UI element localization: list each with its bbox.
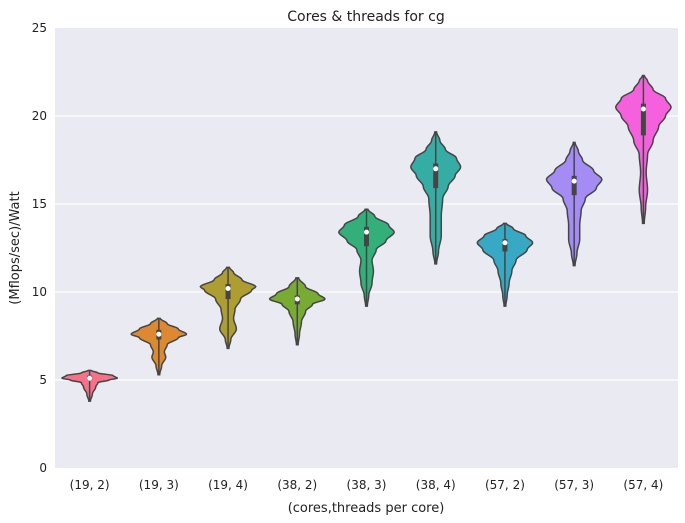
y-tick-label: 20 xyxy=(32,109,47,123)
y-tick-label: 5 xyxy=(39,373,47,387)
x-tick-labels: (19, 2) (19, 3) (19, 4) (38, 2) (38, 3) (38, … xyxy=(70,478,664,492)
x-tick-label: (57, 4) xyxy=(623,478,663,492)
y-tick-labels: 0 5 10 15 20 25 xyxy=(32,21,47,475)
y-axis-label: (Mflops/sec)/Watt xyxy=(8,191,23,304)
x-axis-label: (cores,threads per core) xyxy=(288,501,445,516)
violin-median xyxy=(640,106,646,112)
violin-median xyxy=(364,229,369,235)
violin-median xyxy=(225,285,231,291)
y-tick-label: 25 xyxy=(32,21,47,35)
x-tick-label: (19, 4) xyxy=(208,478,248,492)
chart-title: Cores & threads for cg xyxy=(287,9,444,25)
violin-median xyxy=(156,331,162,337)
x-tick-label: (19, 3) xyxy=(139,478,179,492)
y-tick-label: 10 xyxy=(32,285,47,299)
violin-median xyxy=(87,375,93,381)
violins xyxy=(61,74,672,402)
x-tick-label: (38, 4) xyxy=(416,478,456,492)
y-tick-label: 15 xyxy=(32,197,47,211)
x-tick-label: (19, 2) xyxy=(70,478,110,492)
x-tick-label: (38, 2) xyxy=(277,478,317,492)
x-tick-label: (57, 3) xyxy=(554,478,594,492)
y-tick-label: 0 xyxy=(39,461,47,475)
violin-median xyxy=(502,240,508,246)
violin-median xyxy=(571,178,577,184)
x-tick-label: (38, 3) xyxy=(347,478,387,492)
x-tick-label: (57, 2) xyxy=(485,478,525,492)
violin-median xyxy=(433,166,439,172)
violin-median xyxy=(294,296,300,302)
